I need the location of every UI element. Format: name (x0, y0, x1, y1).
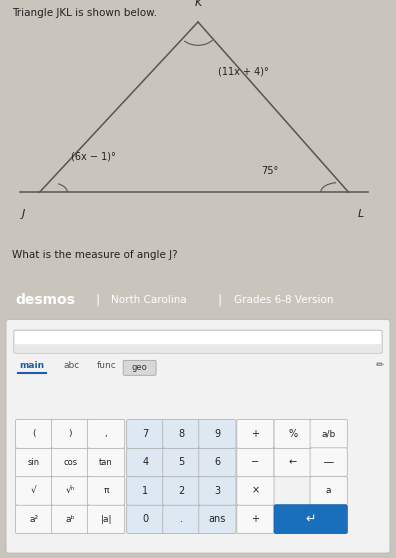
Text: tan: tan (99, 458, 113, 467)
Text: |: | (218, 294, 222, 307)
FancyBboxPatch shape (15, 344, 381, 353)
Text: 1: 1 (142, 486, 148, 496)
Text: Grades 6-8 Version: Grades 6-8 Version (234, 295, 333, 305)
Text: +: + (251, 429, 259, 439)
Text: 9: 9 (214, 429, 221, 439)
FancyBboxPatch shape (163, 448, 200, 477)
Text: ×: × (251, 486, 259, 496)
FancyBboxPatch shape (310, 448, 347, 477)
FancyBboxPatch shape (88, 477, 125, 505)
FancyBboxPatch shape (237, 477, 274, 505)
FancyBboxPatch shape (274, 420, 311, 448)
Text: abc: abc (63, 360, 80, 369)
Text: main: main (19, 360, 44, 369)
Text: (11x + 4)°: (11x + 4)° (218, 67, 268, 77)
Text: %: % (288, 429, 297, 439)
Text: .: . (180, 514, 183, 524)
Text: 75°: 75° (261, 166, 279, 176)
FancyBboxPatch shape (15, 505, 53, 533)
Text: a/b: a/b (322, 429, 336, 439)
FancyBboxPatch shape (14, 330, 382, 353)
FancyBboxPatch shape (15, 448, 53, 477)
FancyBboxPatch shape (163, 505, 200, 533)
Text: sin: sin (28, 458, 40, 467)
FancyBboxPatch shape (199, 477, 236, 505)
Text: 5: 5 (178, 458, 185, 467)
FancyBboxPatch shape (199, 448, 236, 477)
Text: π: π (103, 486, 109, 496)
Text: func: func (97, 360, 117, 369)
FancyBboxPatch shape (88, 505, 125, 533)
FancyBboxPatch shape (310, 420, 347, 448)
FancyBboxPatch shape (88, 448, 125, 477)
FancyBboxPatch shape (15, 477, 53, 505)
Text: ,: , (105, 429, 107, 439)
Text: 6: 6 (214, 458, 221, 467)
FancyBboxPatch shape (199, 505, 236, 533)
Text: geo: geo (132, 363, 148, 372)
Text: −: − (251, 458, 259, 467)
Text: 7: 7 (142, 429, 148, 439)
Text: ): ) (69, 429, 72, 439)
Text: 8: 8 (178, 429, 185, 439)
FancyBboxPatch shape (88, 420, 125, 448)
Text: desmos: desmos (16, 293, 76, 307)
Text: (: ( (32, 429, 36, 439)
Text: ↵: ↵ (305, 513, 316, 526)
Text: J: J (22, 209, 25, 219)
Text: Triangle JKL is shown below.: Triangle JKL is shown below. (12, 8, 157, 18)
Text: ✏: ✏ (376, 360, 384, 370)
Text: 0: 0 (142, 514, 148, 524)
FancyBboxPatch shape (127, 448, 164, 477)
Text: K: K (194, 0, 202, 8)
FancyBboxPatch shape (51, 420, 89, 448)
FancyBboxPatch shape (237, 420, 274, 448)
FancyBboxPatch shape (274, 448, 311, 477)
Text: 3: 3 (214, 486, 221, 496)
FancyBboxPatch shape (237, 448, 274, 477)
FancyBboxPatch shape (6, 319, 390, 553)
Text: +: + (251, 514, 259, 524)
Text: √ⁿ: √ⁿ (65, 486, 75, 496)
Text: L: L (357, 209, 364, 219)
Text: ―: ― (324, 458, 333, 467)
Text: 4: 4 (142, 458, 148, 467)
Text: a²: a² (29, 514, 39, 524)
FancyBboxPatch shape (199, 420, 236, 448)
FancyBboxPatch shape (127, 505, 164, 533)
FancyBboxPatch shape (51, 477, 89, 505)
Text: What is the measure of angle J?: What is the measure of angle J? (12, 251, 177, 261)
Text: cos: cos (63, 458, 77, 467)
FancyBboxPatch shape (51, 505, 89, 533)
FancyBboxPatch shape (127, 420, 164, 448)
Text: North Carolina: North Carolina (111, 295, 187, 305)
Text: aᵇ: aᵇ (65, 514, 75, 524)
FancyBboxPatch shape (274, 505, 347, 533)
Text: a: a (326, 486, 331, 496)
Text: |a|: |a| (100, 514, 112, 524)
FancyBboxPatch shape (127, 477, 164, 505)
FancyBboxPatch shape (123, 360, 156, 376)
FancyBboxPatch shape (163, 420, 200, 448)
Text: ans: ans (209, 514, 226, 524)
FancyBboxPatch shape (51, 448, 89, 477)
FancyBboxPatch shape (163, 477, 200, 505)
Text: ←: ← (289, 458, 297, 467)
FancyBboxPatch shape (15, 420, 53, 448)
FancyBboxPatch shape (237, 505, 274, 533)
FancyBboxPatch shape (310, 477, 347, 505)
Text: √: √ (31, 486, 37, 496)
Text: 2: 2 (178, 486, 185, 496)
Text: (6x − 1)°: (6x − 1)° (71, 152, 116, 162)
Text: |: | (95, 294, 99, 307)
